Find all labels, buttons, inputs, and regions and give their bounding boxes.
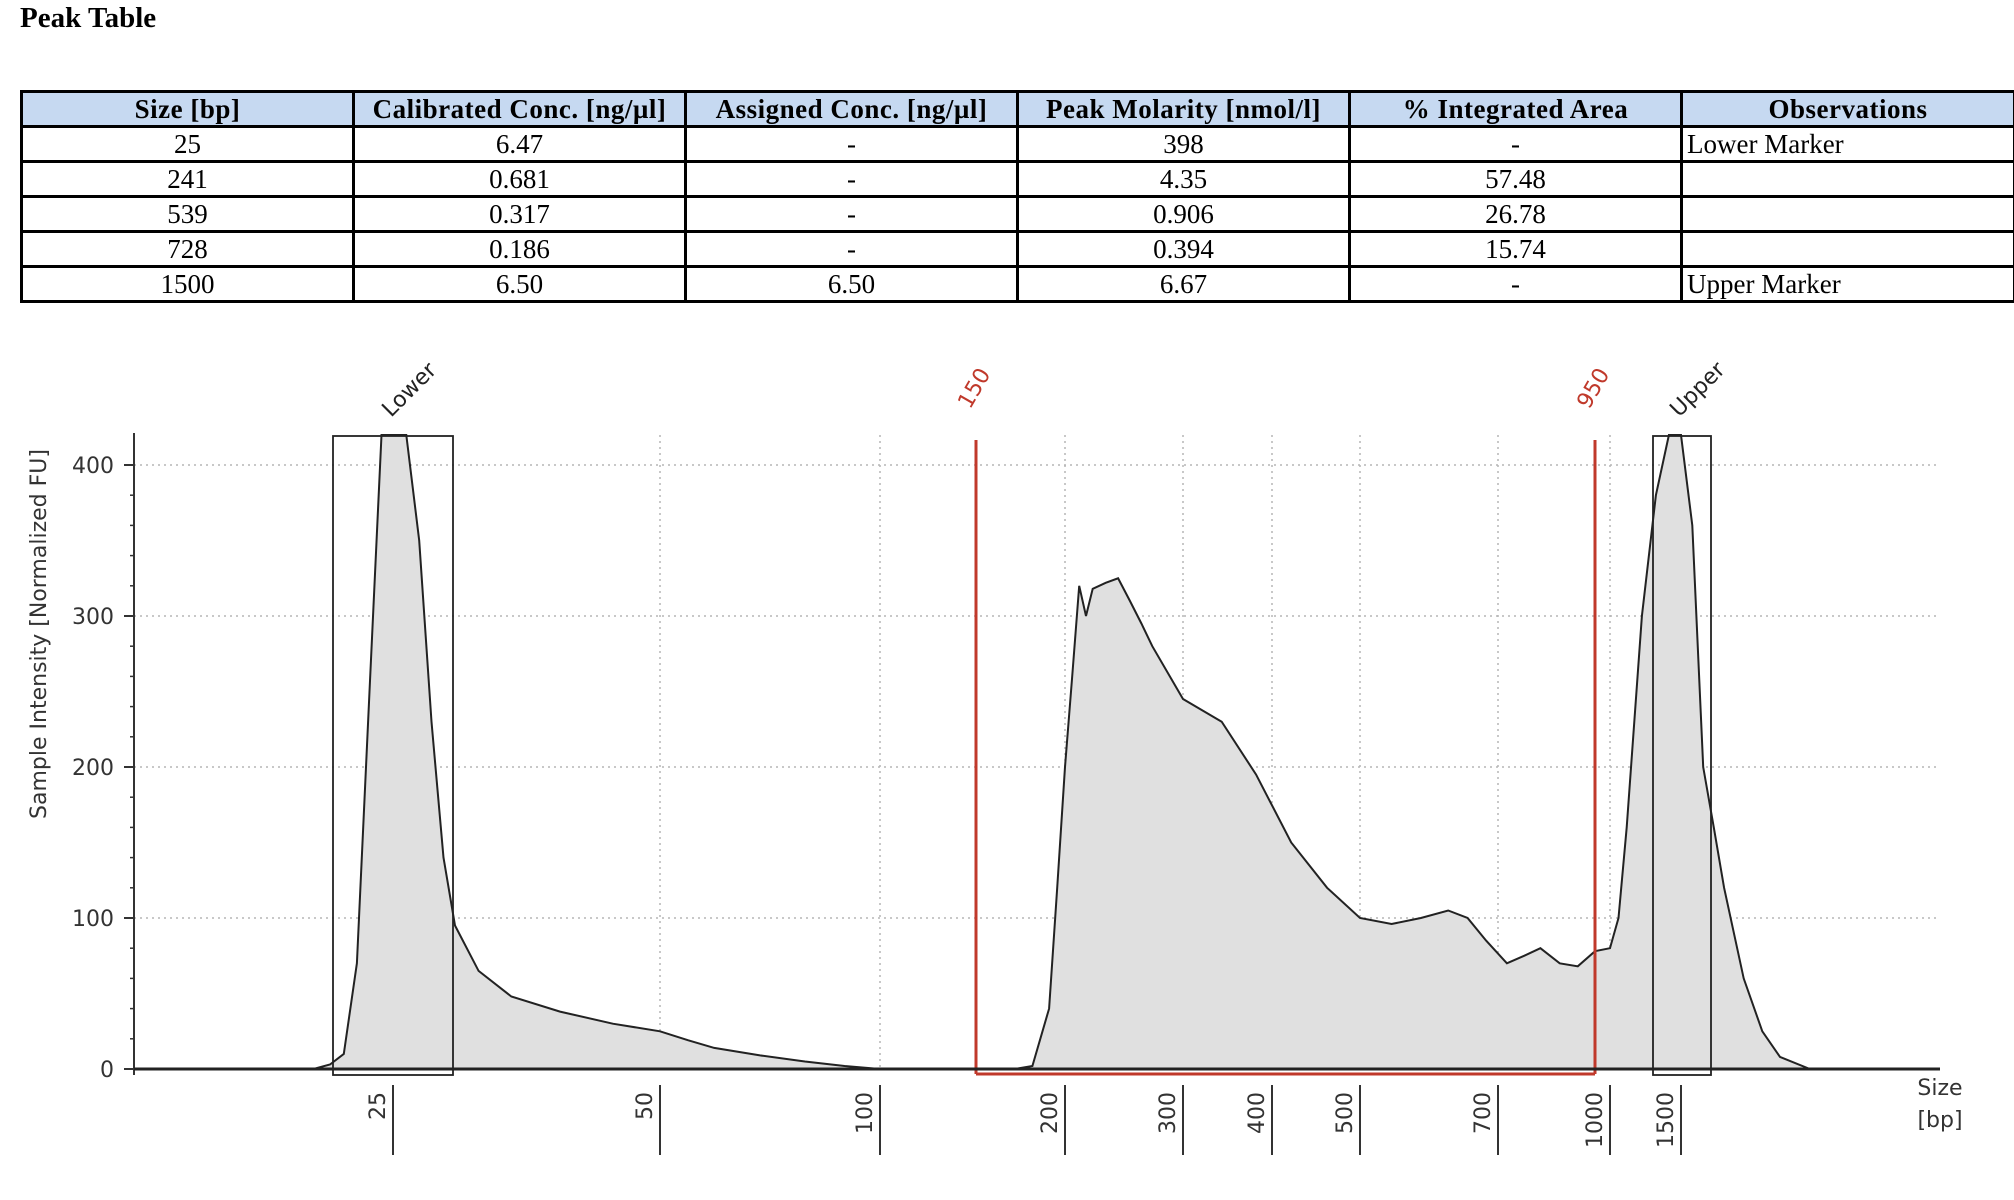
cell-peak-molarity: 4.35 [1016,160,1351,198]
cell-size: 1500 [20,265,355,303]
column-header-size: Size [bp] [20,90,355,128]
axes: 0 100 200 300 400 25 50 100 200 300 400 500 700 1000 1… [72,433,1940,1155]
region-start-label: 150 [954,364,997,413]
marker-label-upper: Upper [1666,357,1731,422]
table-row: 241 0.681 - 4.35 57.48 [20,160,2014,198]
table-row: 1500 6.50 6.50 6.67 - Upper Marker [20,265,2014,303]
cell-calibrated-conc: 6.50 [352,265,687,303]
column-header-peak-molarity: Peak Molarity [nmol/l] [1016,90,1351,128]
x-tick-label: 1000 [1583,1092,1608,1148]
cell-assigned-conc: - [684,160,1019,198]
x-tick-label: 50 [633,1092,658,1120]
cell-observations [1680,160,2014,198]
x-axis-label-line: Size [1917,1076,1962,1101]
cell-assigned-conc: 6.50 [684,265,1019,303]
cell-observations: Upper Marker [1680,265,2014,303]
x-tick-label: 1500 [1654,1092,1679,1148]
marker-box-lower [332,435,454,1076]
cell-peak-molarity: 0.906 [1016,195,1351,233]
cell-calibrated-conc: 6.47 [352,125,687,163]
marker-box-upper [1652,435,1712,1076]
y-tick-label: 400 [72,454,114,479]
y-tick-label: 100 [72,907,114,932]
cell-peak-molarity: 0.394 [1016,230,1351,268]
cell-size: 241 [20,160,355,198]
cell-assigned-conc: - [684,195,1019,233]
x-tick-label: 200 [1038,1092,1063,1134]
cell-calibrated-conc: 0.681 [352,160,687,198]
table-row: 25 6.47 - 398 - Lower Marker [20,125,2014,163]
cell-peak-molarity: 6.67 [1016,265,1351,303]
y-axis-label: Sample Intensity [Normalized FU] [27,449,52,819]
cell-observations [1680,195,2014,233]
marker-label-lower: Lower [378,357,443,422]
column-header-integrated-area: % Integrated Area [1348,90,1683,128]
x-tick-label: 400 [1245,1092,1270,1134]
page-title: Peak Table [20,2,157,34]
cell-observations: Lower Marker [1680,125,2014,163]
x-tick-label: 300 [1156,1092,1181,1134]
cell-integrated-area: - [1348,265,1683,303]
electropherogram-chart: Lower Upper 150 950 0 100 200 300 400 25 50 100 20… [27,357,1963,1155]
table-row: 539 0.317 - 0.906 26.78 [20,195,2014,233]
column-header-assigned-conc: Assigned Conc. [ng/µl] [684,90,1019,128]
x-axis-label-line: [bp] [1917,1108,1962,1133]
cell-observations [1680,230,2014,268]
y-tick-label: 300 [72,605,114,630]
table-row: 728 0.186 - 0.394 15.74 [20,230,2014,268]
x-tick-label: 700 [1471,1092,1496,1134]
column-header-observations: Observations [1680,90,2014,128]
x-axis-label: Size [bp] [1917,1076,1962,1133]
cell-peak-molarity: 398 [1016,125,1351,163]
cell-assigned-conc: - [684,125,1019,163]
x-tick-label: 100 [853,1092,878,1134]
x-tick-label: 500 [1333,1092,1358,1134]
peak-table: Size [bp] Calibrated Conc. [ng/µl] Assig… [20,90,2014,303]
cell-assigned-conc: - [684,230,1019,268]
cell-size: 539 [20,195,355,233]
y-tick-label: 200 [72,756,114,781]
cell-calibrated-conc: 0.186 [352,230,687,268]
cell-integrated-area: 26.78 [1348,195,1683,233]
cell-integrated-area: - [1348,125,1683,163]
table-header-row: Size [bp] Calibrated Conc. [ng/µl] Assig… [20,90,2014,128]
trace-area-fill [285,435,1850,1069]
cell-size: 728 [20,230,355,268]
cell-integrated-area: 15.74 [1348,230,1683,268]
x-tick-label: 25 [366,1092,391,1120]
cell-integrated-area: 57.48 [1348,160,1683,198]
column-header-calibrated-conc: Calibrated Conc. [ng/µl] [352,90,687,128]
region-end-label: 950 [1573,364,1616,413]
y-tick-label: 0 [100,1058,114,1083]
cell-size: 25 [20,125,355,163]
cell-calibrated-conc: 0.317 [352,195,687,233]
